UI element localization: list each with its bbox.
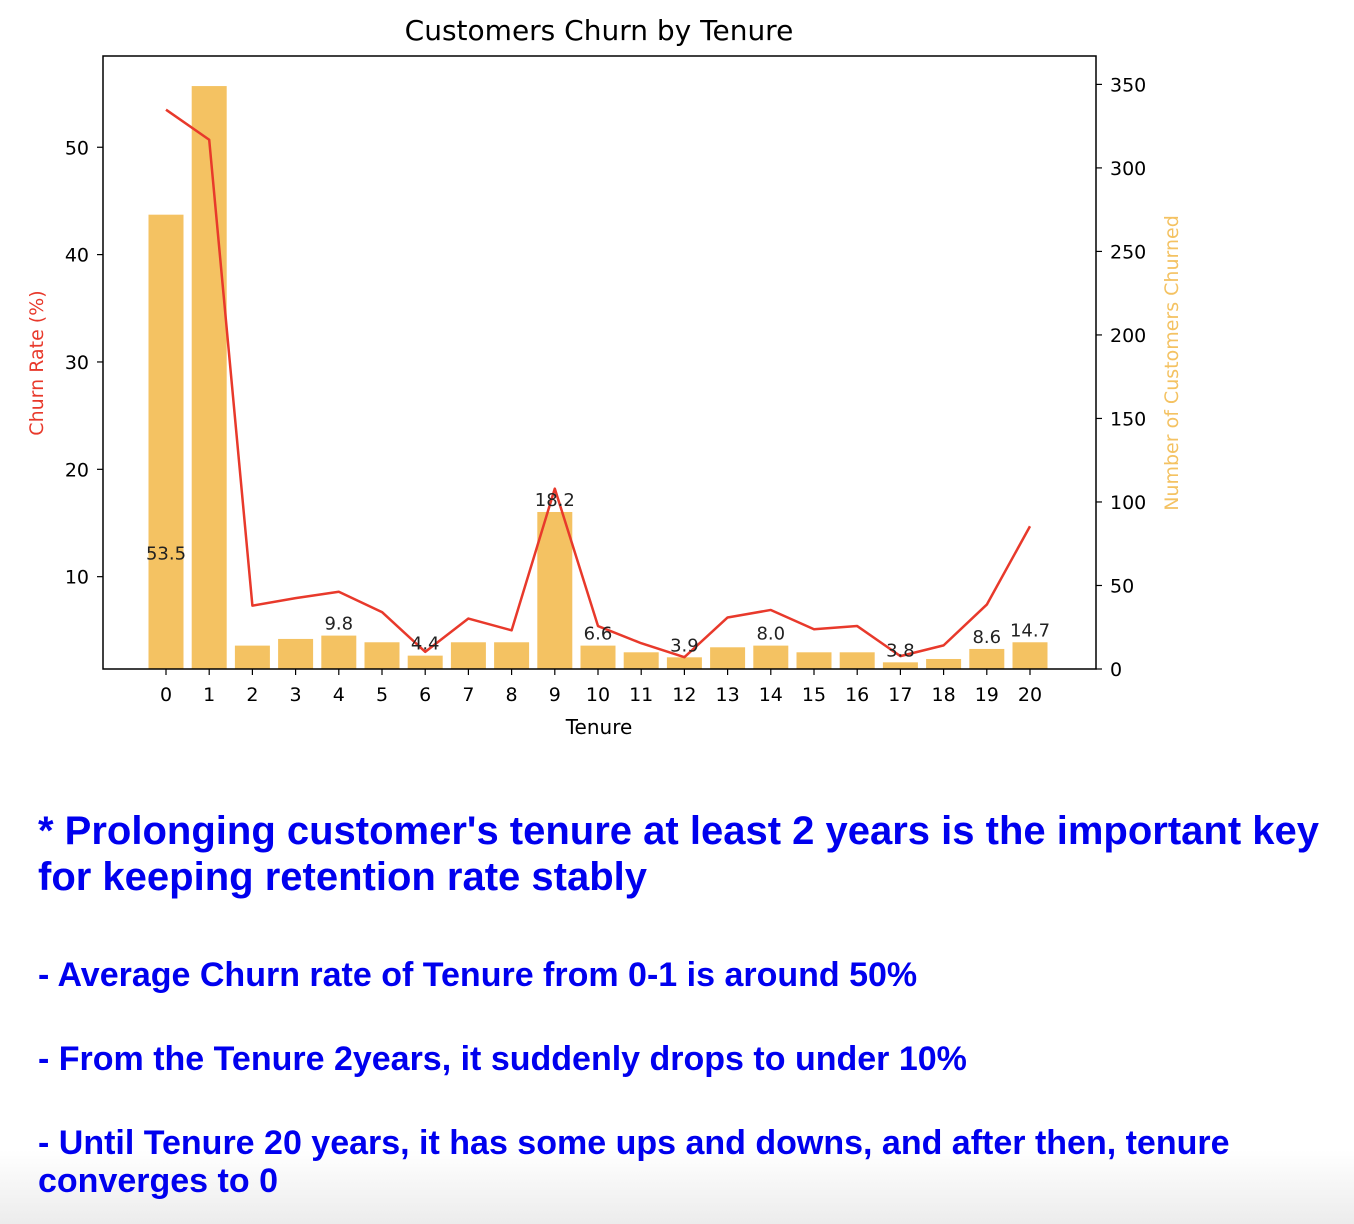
insight-bullet-3: - Until Tenure 20 years, it has some ups… [38,1124,1230,1200]
bar-17 [882,662,918,669]
bar-5 [364,642,400,669]
x-tick-label: 6 [419,684,431,706]
chart-title: Customers Churn by Tenure [405,14,794,47]
x-tick-label: 12 [672,684,696,706]
right-tick-label: 350 [1110,74,1146,96]
x-axis-ticks: 0 1 2 3 4 5 6 7 8 9 10 11 12 13 14 15 16 17 18 19 20 [160,669,1042,706]
bar-11 [623,652,659,669]
x-axis-label: Tenure [565,715,633,739]
bar-4 [321,635,357,669]
right-tick-label: 150 [1110,408,1146,430]
data-label-4: 9.8 [324,614,353,635]
x-tick-label: 14 [759,684,783,706]
right-tick-label: 100 [1110,492,1146,514]
x-tick-label: 10 [586,684,610,706]
data-labels: 53.5 9.8 4.4 18.2 6.6 3.9 8.0 3.8 8.6 14.7 [146,490,1050,661]
data-label-10: 6.6 [584,624,613,645]
bar-10 [580,645,616,669]
data-label-9: 18.2 [535,490,575,511]
bar-14 [753,645,789,669]
left-axis-ticks: 10 20 30 40 50 [65,137,103,589]
x-tick-label: 18 [932,684,956,706]
bar-3 [278,638,314,669]
left-tick-label: 40 [65,245,89,267]
x-tick-label: 13 [716,684,740,706]
left-axis-label: Churn Rate (%) [26,290,48,435]
data-label-12: 3.9 [670,635,699,656]
left-tick-label: 10 [65,567,89,589]
bar-0 [148,214,184,669]
bar-12 [666,657,702,669]
x-tick-label: 3 [290,684,302,706]
bar-19 [969,648,1005,669]
bar-9 [537,511,573,669]
x-tick-label: 5 [376,684,388,706]
x-tick-label: 0 [160,684,172,706]
bar-6 [407,655,443,669]
bar-1 [191,86,227,670]
data-label-14: 8.0 [756,624,785,645]
plot-frame [102,55,1097,670]
insight-notes: * Prolonging customer's tenure at least … [38,808,1338,1200]
insight-headline: * Prolonging customer's tenure at least … [38,809,1320,899]
data-label-20: 14.7 [1010,620,1050,641]
bar-20 [1012,642,1048,669]
right-tick-label: 50 [1110,575,1134,597]
right-axis-ticks: 0 50 100 150 200 250 300 350 [1096,74,1146,681]
right-axis-label: Number of Customers Churned [1161,215,1183,511]
x-tick-label: 8 [506,684,518,706]
bar-8 [494,642,530,669]
bar-15 [796,652,832,669]
x-tick-label: 4 [333,684,345,706]
data-label-17: 3.8 [886,640,915,661]
bar-series [148,86,1048,670]
data-label-6: 4.4 [411,634,440,655]
right-tick-label: 200 [1110,325,1146,347]
bar-16 [839,652,875,669]
left-tick-label: 30 [65,352,89,374]
x-tick-label: 15 [802,684,826,706]
insight-bullet-2: - From the Tenure 2years, it suddenly dr… [38,1040,967,1078]
insight-bullet-1: - Average Churn rate of Tenure from 0-1 … [38,956,918,994]
x-tick-label: 2 [246,684,258,706]
bar-2 [234,645,270,669]
right-tick-label: 0 [1110,659,1122,681]
x-tick-label: 11 [629,684,653,706]
right-tick-label: 250 [1110,241,1146,263]
x-tick-label: 1 [203,684,215,706]
x-tick-label: 16 [845,684,869,706]
x-tick-label: 9 [549,684,561,706]
left-tick-label: 50 [65,137,89,159]
left-tick-label: 20 [65,459,89,481]
right-tick-label: 300 [1110,158,1146,180]
data-label-19: 8.6 [972,627,1001,648]
x-tick-label: 19 [975,684,999,706]
churn-rate-line [165,108,1032,659]
bar-7 [450,642,486,669]
bar-18 [926,658,962,669]
x-tick-label: 7 [462,684,474,706]
x-tick-label: 20 [1018,684,1042,706]
data-label-0: 53.5 [146,544,186,565]
x-tick-label: 17 [888,684,912,706]
bar-13 [710,647,746,669]
churn-chart: Customers Churn by Tenure 53.5 9.8 4.4 18.2… [26,14,1183,739]
